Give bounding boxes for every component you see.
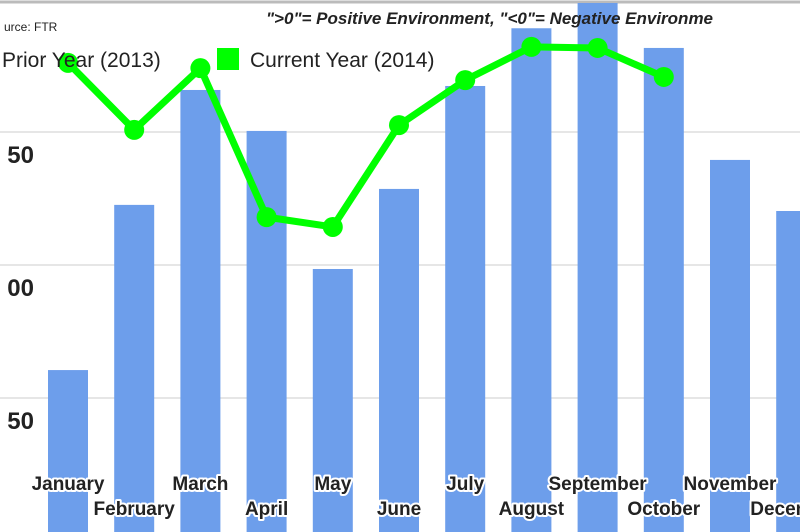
current-year-point	[455, 70, 476, 91]
legend-current-label: Current Year (2014)	[250, 49, 434, 72]
bar-september	[577, 2, 618, 532]
bar-january	[48, 370, 88, 532]
bar-june	[379, 188, 419, 532]
current-year-point	[389, 115, 409, 136]
x-tick-label: June	[377, 499, 421, 520]
current-year-point	[322, 216, 343, 237]
current-year-point	[653, 66, 674, 87]
current-year-point	[587, 37, 608, 58]
x-tick-label: July	[446, 474, 484, 495]
x-tick-label: January	[32, 474, 105, 495]
bar-may	[312, 268, 353, 532]
x-tick-label: August	[499, 499, 565, 520]
bar-december	[776, 211, 800, 532]
bar-august	[511, 28, 552, 532]
legend: Prior Year (2013) Current Year (2014)	[2, 48, 434, 72]
current-year-point	[124, 119, 145, 140]
bar-april	[246, 130, 287, 532]
x-tick-label: May	[314, 474, 351, 495]
y-tick-label: 50	[7, 142, 34, 169]
y-tick-label: 00	[7, 275, 34, 302]
x-tick-label: February	[94, 499, 176, 520]
x-tick-label: September	[548, 474, 647, 495]
y-tick-label: 50	[7, 408, 34, 435]
current-year-point	[190, 58, 211, 79]
x-tick-label: March	[172, 474, 228, 495]
x-tick-label: October	[627, 499, 700, 520]
source-label: urce: FTR	[4, 20, 58, 34]
bar-november	[710, 159, 750, 532]
x-tick-label: December	[750, 499, 800, 520]
bar-march	[180, 89, 221, 532]
chart-title: ">0"= Positive Environment, "<0"= Negati…	[266, 9, 713, 28]
legend-current-marker	[217, 48, 239, 70]
bar-october	[643, 47, 684, 532]
bar-july	[445, 85, 486, 532]
current-year-point	[58, 52, 78, 73]
bar-february	[114, 204, 155, 532]
x-tick-label: November	[684, 474, 778, 495]
current-year-point	[256, 207, 277, 228]
x-tick-label: April	[245, 499, 288, 520]
legend-prior-label: Prior Year (2013)	[2, 49, 161, 72]
current-year-line	[65, 43, 666, 231]
current-year-point	[521, 36, 542, 57]
